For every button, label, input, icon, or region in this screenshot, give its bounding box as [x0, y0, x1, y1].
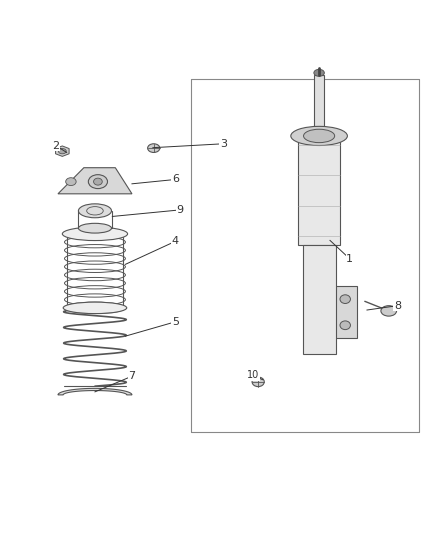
Polygon shape: [56, 146, 69, 156]
Ellipse shape: [340, 295, 350, 303]
Text: 3: 3: [220, 139, 227, 149]
Ellipse shape: [291, 126, 347, 146]
Ellipse shape: [63, 302, 127, 313]
Text: 5: 5: [172, 317, 179, 327]
Text: 4: 4: [172, 236, 179, 246]
Ellipse shape: [66, 177, 76, 185]
Ellipse shape: [314, 69, 324, 76]
Ellipse shape: [58, 149, 66, 154]
Text: 7: 7: [128, 371, 135, 381]
Bar: [298, 136, 340, 245]
Polygon shape: [58, 168, 132, 194]
Ellipse shape: [148, 144, 160, 152]
Ellipse shape: [94, 178, 102, 185]
Ellipse shape: [252, 377, 264, 386]
Text: 1: 1: [346, 254, 353, 264]
Polygon shape: [311, 286, 357, 338]
Ellipse shape: [381, 305, 396, 316]
Bar: [303, 245, 336, 353]
Polygon shape: [58, 389, 132, 395]
Ellipse shape: [62, 227, 127, 240]
Ellipse shape: [78, 204, 112, 218]
Bar: [314, 75, 324, 127]
Text: 2: 2: [52, 141, 60, 150]
Text: 10: 10: [247, 370, 259, 381]
Text: 6: 6: [172, 174, 179, 184]
Ellipse shape: [304, 129, 335, 143]
Ellipse shape: [88, 175, 107, 189]
Text: 9: 9: [176, 205, 184, 215]
Text: 8: 8: [394, 301, 401, 311]
Ellipse shape: [78, 223, 112, 233]
Ellipse shape: [340, 321, 350, 329]
